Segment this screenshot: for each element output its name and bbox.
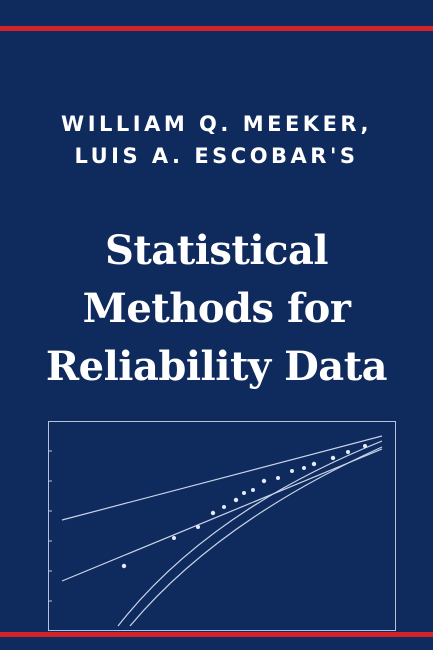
book-title: Statistical Methods for Reliability Data [0, 222, 433, 396]
title-line-2: Methods for [82, 285, 351, 332]
probability-plot-frame [48, 421, 396, 631]
fit-line-shallow [61, 435, 383, 521]
bottom-red-stripe [0, 632, 433, 637]
author-line-2: LUIS A. ESCOBAR'S [74, 144, 359, 168]
plot-fit-lines [61, 435, 383, 627]
plot-data-points [121, 444, 367, 569]
title-line-1: Statistical [104, 227, 329, 274]
author-names: WILLIAM Q. MEEKER, LUIS A. ESCOBAR'S [0, 108, 433, 172]
fit-curve-outer [117, 440, 383, 627]
plot-axis-ticks [48, 450, 52, 602]
title-line-3: Reliability Data [45, 343, 388, 390]
fit-curve-inner [129, 446, 383, 627]
probability-plot-illustration [48, 435, 383, 627]
top-red-stripe [0, 26, 433, 31]
author-line-1: WILLIAM Q. MEEKER, [61, 112, 372, 136]
fit-line-steep [61, 448, 383, 582]
